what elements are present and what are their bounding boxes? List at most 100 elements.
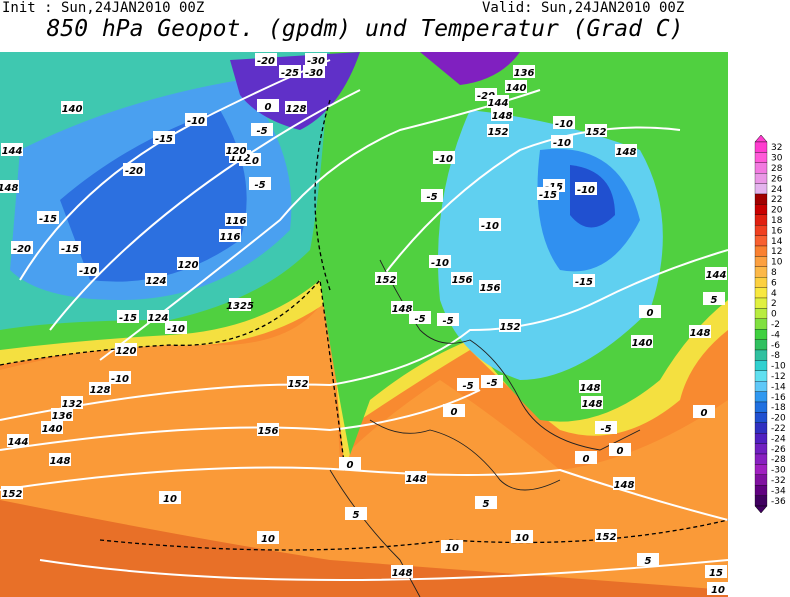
colorbar-swatch xyxy=(754,162,768,174)
colorbar-swatch xyxy=(754,485,768,496)
contour-label: 144 xyxy=(7,434,29,448)
contour-label: 152 xyxy=(1,486,23,500)
label-text: 0 xyxy=(647,308,654,319)
label-box xyxy=(637,553,659,566)
contour-label: 10 xyxy=(441,540,463,554)
label-box xyxy=(147,310,169,323)
label-text: -15 xyxy=(61,244,79,255)
cold-center xyxy=(570,165,615,228)
label-text: 5 xyxy=(645,556,652,567)
label-text: -10 xyxy=(167,324,185,335)
label-text: -15 xyxy=(155,134,173,145)
contour-label: -5 xyxy=(409,311,431,325)
colorbar-swatch xyxy=(754,141,768,153)
label-text: 132 xyxy=(62,399,83,410)
label-text: 152 xyxy=(500,322,521,333)
arctic-north xyxy=(420,52,520,85)
contour-label: 156 xyxy=(479,280,501,294)
label-text: 144 xyxy=(488,98,509,109)
label-box xyxy=(41,421,63,434)
label-text: 152 xyxy=(586,127,607,138)
colorbar-swatch xyxy=(754,297,768,309)
contour-label: -10 xyxy=(551,135,573,149)
label-box xyxy=(375,272,397,285)
label-box xyxy=(575,182,597,195)
label-text: 10 xyxy=(515,533,529,544)
label-box xyxy=(475,496,497,509)
label-text: 10 xyxy=(163,494,177,505)
colorbar-end xyxy=(754,134,768,143)
colorbar-label: 20 xyxy=(771,206,783,216)
label-text: 148 xyxy=(690,328,711,339)
label-text: 156 xyxy=(452,275,473,286)
label-text: 5 xyxy=(711,295,718,306)
contour-label: 152 xyxy=(375,272,397,286)
contour-label: 0 xyxy=(639,305,661,319)
colorbar-swatch xyxy=(754,193,768,205)
label-box xyxy=(511,530,533,543)
label-box xyxy=(145,273,167,286)
label-box xyxy=(553,116,575,129)
label-box xyxy=(707,582,729,595)
contour-label: 152 xyxy=(595,529,617,543)
contour-label: -15 xyxy=(153,131,175,145)
label-text: -10 xyxy=(555,119,573,130)
contour-label: 128 xyxy=(285,101,307,115)
label-text: 124 xyxy=(146,276,167,287)
contour-label: 140 xyxy=(41,421,63,435)
temperature-field xyxy=(0,52,728,597)
label-text: -10 xyxy=(435,154,453,165)
label-text: 136 xyxy=(52,411,73,422)
contour-label: -30 xyxy=(305,53,327,67)
colorbar-swatch xyxy=(754,245,768,257)
contour-label: 152 xyxy=(487,124,509,138)
label-text: 116 xyxy=(220,232,241,243)
label-box xyxy=(287,376,309,389)
colorbar-label: -20 xyxy=(771,414,786,424)
contour-label: -5 xyxy=(457,378,479,392)
contour-label: 148 xyxy=(613,477,635,491)
label-box xyxy=(479,218,501,231)
colorbar-label: 16 xyxy=(771,226,783,236)
contour-label: 136 xyxy=(51,408,73,422)
contour-label: -10 xyxy=(479,218,501,232)
label-text: -5 xyxy=(600,424,611,435)
label-box xyxy=(303,65,325,78)
contour-label: 148 xyxy=(491,108,513,122)
contour-label: -10 xyxy=(553,116,575,130)
label-text: 0 xyxy=(583,454,590,465)
colorbar-swatch xyxy=(754,370,768,382)
label-box xyxy=(51,408,73,421)
label-text: -5 xyxy=(254,180,265,191)
label-text: 148 xyxy=(616,147,637,158)
label-box xyxy=(229,298,251,311)
label-text: 152 xyxy=(376,275,397,286)
contour-label: 124 xyxy=(145,273,167,287)
contour-label: 140 xyxy=(505,80,527,94)
colorbar-label: -28 xyxy=(771,455,786,465)
colorbar-label: 4 xyxy=(771,289,777,299)
colorbar-swatch xyxy=(754,318,768,330)
contour-label: 156 xyxy=(451,272,473,286)
colorbar-label: -12 xyxy=(771,372,786,382)
label-box xyxy=(481,375,503,388)
colorbar-label: 24 xyxy=(771,185,783,195)
contour-label: -5 xyxy=(249,177,271,191)
colorbar-swatch xyxy=(754,433,768,444)
contour-label: -20 xyxy=(255,53,277,67)
label-box xyxy=(595,421,617,434)
label-text: 148 xyxy=(406,474,427,485)
label-box xyxy=(613,477,635,490)
label-box xyxy=(185,113,207,126)
label-text: 152 xyxy=(488,127,509,138)
label-box xyxy=(585,124,607,137)
label-box xyxy=(257,531,279,544)
colorbar-swatch xyxy=(754,453,768,465)
label-text: 148 xyxy=(392,304,413,315)
label-box xyxy=(1,143,23,156)
contour-label: 120 xyxy=(115,343,137,357)
contour-label: 5 xyxy=(345,507,367,521)
colorbar-label: -10 xyxy=(771,362,786,372)
colorbar-label: -8 xyxy=(771,351,780,361)
